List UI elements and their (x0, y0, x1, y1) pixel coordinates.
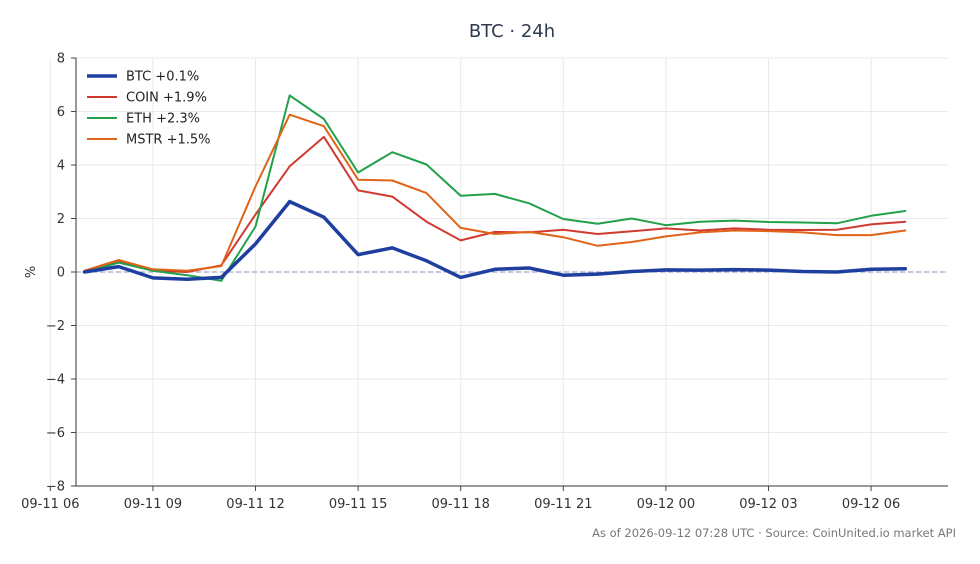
y-ticks: −8 −6 −4 −2 0 2 4 6 8 (46, 52, 76, 495)
x-ticks: 09-11 06 09-11 09 09-11 12 09-11 15 09-11 18… (21, 486, 900, 512)
x-tick-label: 09-12 06 (842, 497, 900, 512)
series-line-btc (82, 199, 908, 281)
x-tick-label: 09-11 21 (534, 497, 592, 512)
y-tick-label: −4 (46, 373, 65, 388)
footer-note: As of 2026-09-12 07:28 UTC · Source: Coi… (592, 526, 956, 540)
x-tick-label: 09-12 03 (739, 497, 797, 512)
x-tick-label: 09-11 18 (431, 497, 489, 512)
x-tick-label: 09-12 00 (637, 497, 695, 512)
series-line-mstr (83, 113, 907, 272)
y-tick-label: −6 (46, 426, 65, 441)
legend-label-mstr: MSTR +1.5% (126, 133, 211, 148)
y-tick-label: 0 (57, 266, 65, 281)
legend-label-coin: COIN +1.9% (126, 91, 207, 106)
x-tick-label: 09-11 09 (124, 497, 182, 512)
y-tick-label: 6 (57, 105, 65, 120)
series-lines (82, 94, 908, 282)
series-line-eth (83, 94, 907, 282)
x-tick-label: 09-11 06 (21, 497, 79, 512)
x-tick-label: 09-11 12 (226, 497, 284, 512)
y-tick-label: 8 (57, 52, 65, 67)
legend-label-btc: BTC +0.1% (126, 70, 199, 85)
y-tick-label: 2 (57, 212, 65, 227)
x-tick-label: 09-11 15 (329, 497, 387, 512)
y-tick-label: −8 (46, 480, 65, 495)
legend-label-eth: ETH +2.3% (126, 112, 200, 127)
y-axis-label: % (24, 266, 39, 278)
chart-title: BTC · 24h (469, 21, 555, 42)
y-tick-label: −2 (46, 319, 65, 334)
series-line-coin (83, 135, 907, 273)
legend: BTC +0.1% COIN +1.9% ETH +2.3% MSTR +1.5% (87, 70, 211, 148)
y-tick-label: 4 (57, 159, 65, 174)
